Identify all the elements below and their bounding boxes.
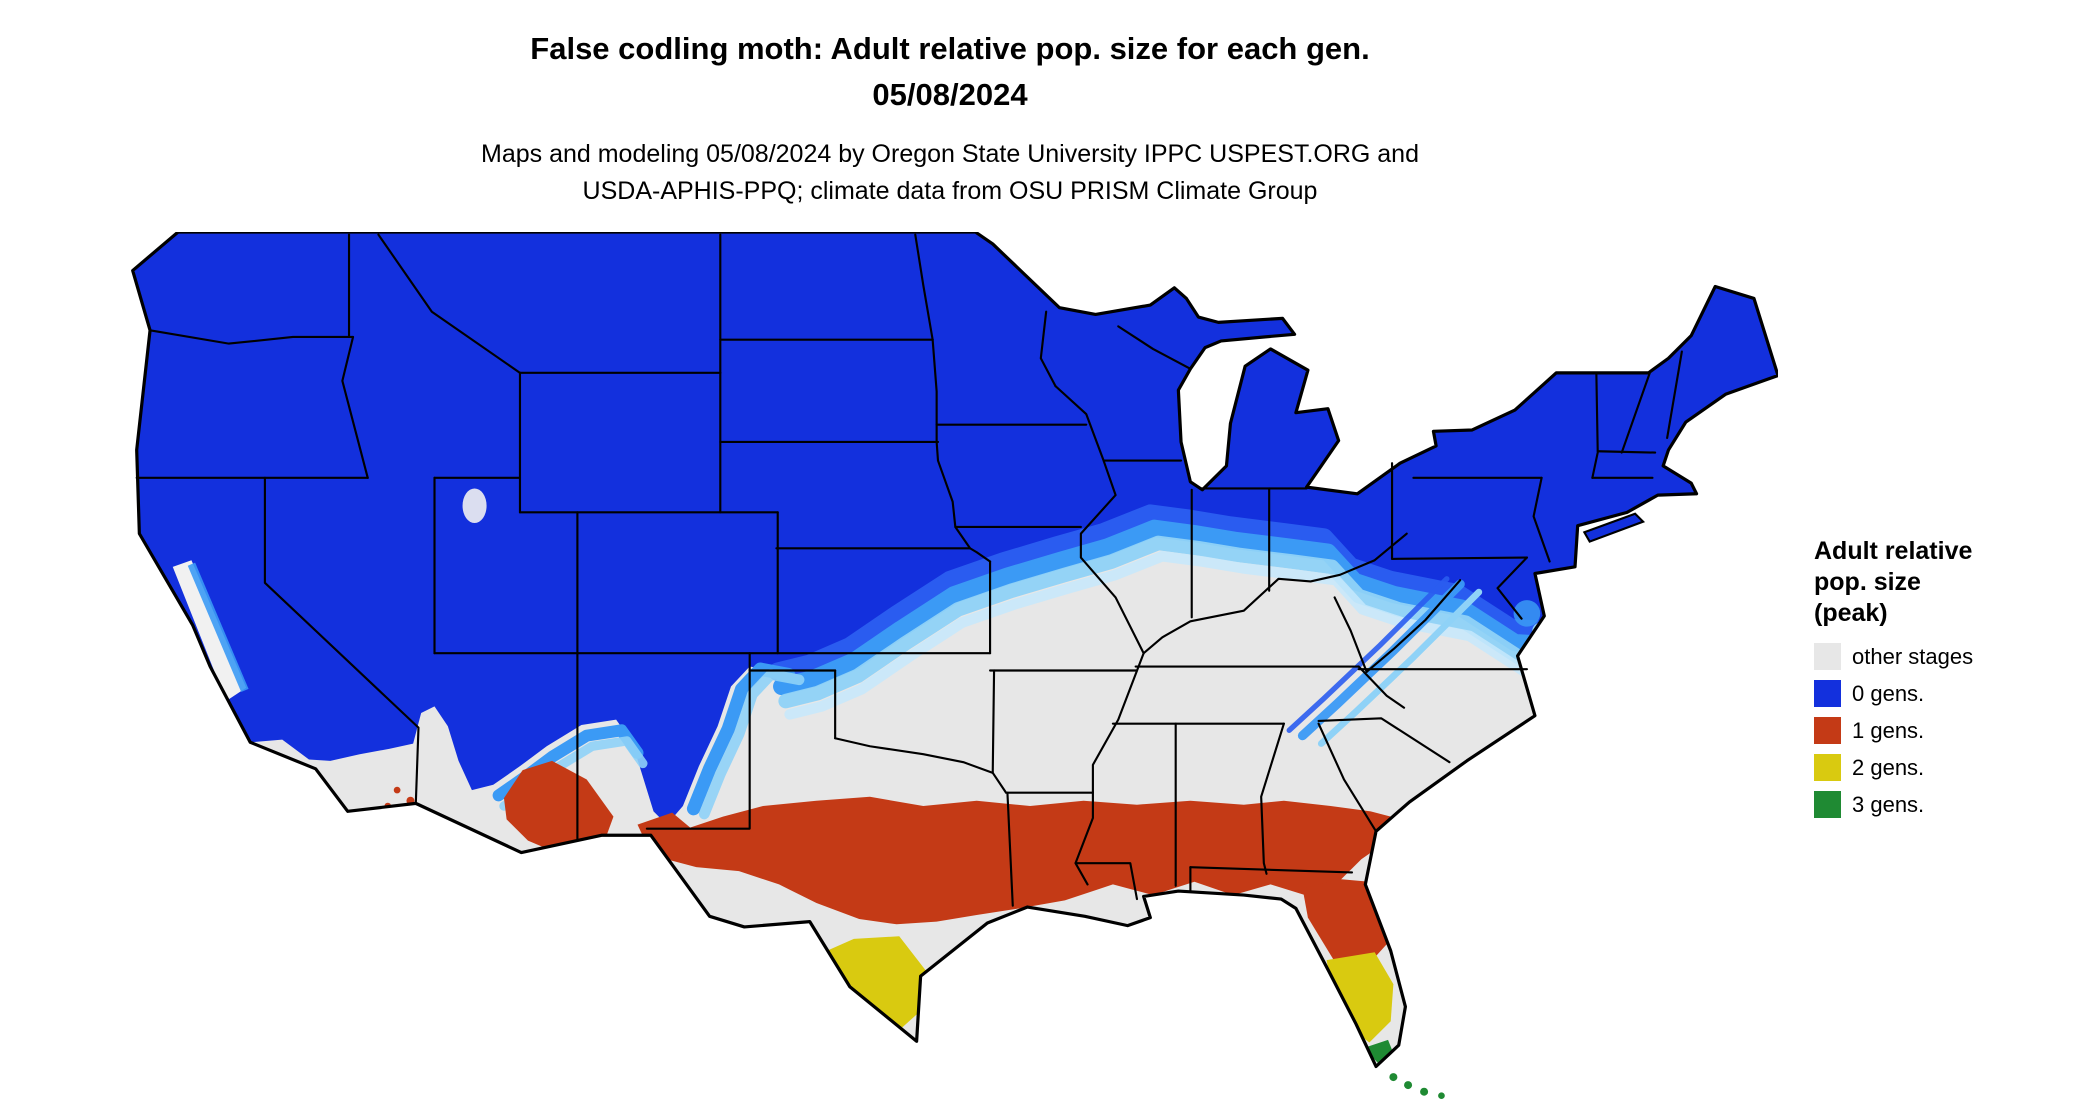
legend-item-3-gens: 3 gens. [1814,791,2090,818]
legend-swatch-1-gens [1814,717,1841,744]
legend-item-0-gens: 0 gens. [1814,680,2090,707]
us-generation-map [122,232,1778,1109]
legend-label-other-stages: other stages [1852,643,1974,669]
legend-title: Adult relative pop. size (peak) [1814,537,1973,627]
legend-swatch-0-gens [1814,680,1841,707]
state-borders [135,233,1683,907]
legend-label-2-gens: 2 gens. [1852,754,1925,780]
central-valley-patch [172,560,247,702]
long-island [1582,512,1646,543]
credits-line2: USDA-APHIS-PPQ; climate data from OSU PR… [582,177,1318,205]
legend-label-0-gens: 0 gens. [1852,680,1925,706]
legend-swatch-3-gens [1814,791,1841,818]
credits: Maps and modeling 05/08/2024 by Oregon S… [0,136,1900,210]
valley-edge-cyan [187,562,249,692]
legend-swatch-2-gens [1814,754,1841,781]
great-salt-lake [462,488,487,524]
region-2-gens [805,936,1394,1043]
legend-swatch-other-stages [1814,643,1841,670]
florida-keys-dots [1389,1073,1445,1100]
us-map-svg [131,232,1778,1100]
legend-label-1-gens: 1 gens. [1852,717,1925,743]
credits-line1: Maps and modeling 05/08/2024 by Oregon S… [481,140,1419,168]
legend-item-2-gens: 2 gens. [1814,754,2090,781]
legend-item-1-gens: 1 gens. [1814,717,2090,744]
legend-item-other-stages: other stages [1814,643,2090,670]
page-title-line1: False codling moth: Adult relative pop. … [530,31,1370,66]
page-title-line2: 05/08/2024 [872,77,1028,112]
legend-label-3-gens: 3 gens. [1852,791,1925,817]
us-outline [131,232,1778,1069]
map-legend: Adult relative pop. size (peak) other st… [1814,536,2090,828]
region-1-gen [384,760,1402,962]
map-header: False codling moth: Adult relative pop. … [0,26,1900,210]
